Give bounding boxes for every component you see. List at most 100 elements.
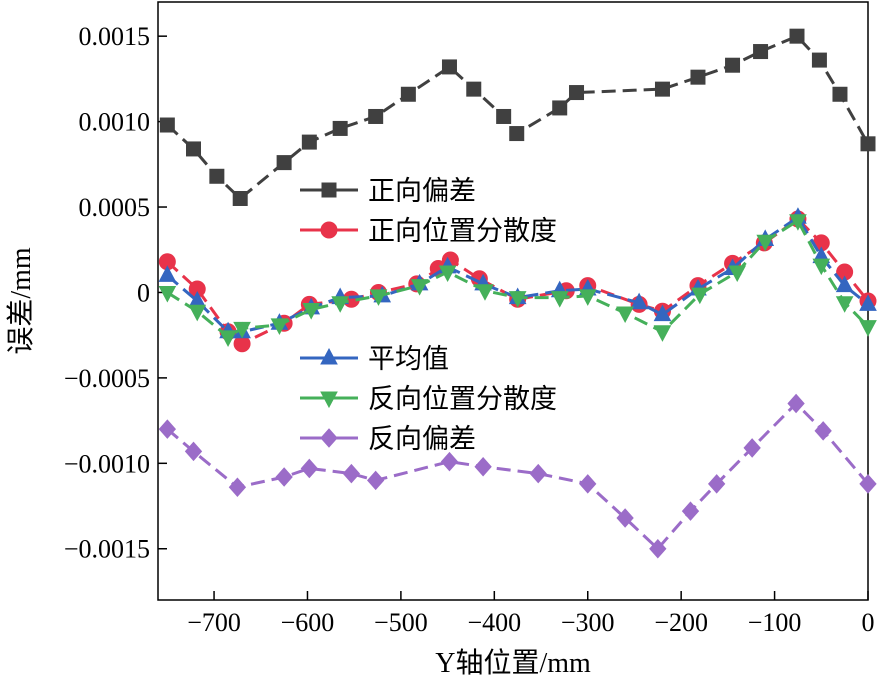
data-point — [579, 474, 597, 494]
data-point — [835, 296, 854, 313]
data-point — [400, 86, 416, 102]
data-point — [276, 155, 292, 171]
data-point — [438, 265, 457, 283]
data-point — [331, 296, 350, 313]
series-0 — [159, 28, 876, 206]
data-point — [302, 303, 321, 320]
x-tick-label: −300 — [561, 608, 615, 637]
y-tick-label: 0.0015 — [79, 22, 151, 51]
data-point — [832, 86, 848, 102]
data-point — [186, 141, 201, 157]
legend-label: 反向位置分散度 — [368, 384, 557, 415]
data-point — [707, 474, 726, 494]
series-line — [166, 215, 869, 334]
legend-label: 正向位置分散度 — [368, 216, 557, 247]
data-point — [476, 284, 494, 301]
data-point — [368, 108, 384, 124]
series-line — [166, 402, 870, 551]
data-point — [300, 458, 319, 479]
data-point — [728, 265, 747, 283]
data-point — [369, 289, 388, 306]
data-point — [756, 234, 775, 252]
series-layer — [158, 28, 877, 559]
data-point — [753, 44, 769, 60]
data-point — [725, 57, 741, 73]
series-3 — [158, 214, 877, 347]
data-point — [474, 456, 492, 477]
data-point — [681, 501, 700, 521]
data-point — [550, 291, 569, 308]
legend-marker — [320, 428, 338, 448]
data-point — [367, 470, 385, 491]
legend-item: 反向位置分散度 — [300, 384, 557, 415]
x-tick-label: −700 — [187, 608, 241, 637]
legend-item: 正向位置分散度 — [300, 216, 557, 247]
data-point — [814, 421, 832, 441]
data-point — [441, 59, 457, 75]
legend-label: 正向偏差 — [368, 176, 476, 207]
data-point — [509, 126, 525, 142]
y-tick-label: 0.0010 — [79, 108, 151, 137]
data-point — [789, 214, 807, 231]
data-point — [811, 52, 827, 68]
data-point — [496, 108, 512, 124]
data-point — [270, 318, 289, 335]
legend-marker — [320, 347, 338, 365]
data-point — [653, 325, 672, 342]
series-4 — [158, 393, 877, 559]
y-axis-title: 误差/mm — [5, 247, 37, 355]
y-tick-label: −0.0010 — [64, 449, 150, 478]
data-point — [653, 304, 672, 322]
data-point — [859, 320, 877, 337]
y-tick-label: −0.0005 — [64, 364, 150, 393]
data-point — [466, 81, 482, 97]
data-point — [654, 81, 670, 97]
y-tick-label: −0.0015 — [64, 535, 150, 564]
data-point — [228, 477, 247, 497]
x-tick-label: −400 — [467, 608, 521, 637]
legend-label: 反向偏差 — [368, 424, 476, 455]
series-line — [166, 34, 870, 200]
x-axis: −700 −600 −500 −400 −300 −200 −100 0 — [187, 591, 875, 637]
data-point — [233, 321, 251, 339]
data-point — [690, 69, 706, 85]
data-point — [342, 463, 361, 484]
data-point — [859, 294, 877, 311]
data-point — [219, 330, 237, 347]
data-point — [410, 279, 429, 296]
data-point — [232, 190, 248, 206]
legend-item: 正向偏差 — [300, 176, 476, 207]
data-point — [616, 306, 634, 324]
x-tick-label: −100 — [748, 608, 802, 637]
data-point — [209, 168, 225, 184]
x-tick-label: 0 — [862, 608, 875, 637]
data-point — [158, 419, 177, 439]
data-point — [301, 134, 317, 150]
x-tick-label: −600 — [281, 608, 335, 637]
data-point — [859, 474, 877, 494]
data-point — [812, 258, 831, 276]
data-point — [158, 265, 177, 282]
data-point — [332, 120, 348, 136]
data-point — [529, 463, 547, 484]
data-point — [691, 287, 709, 305]
legend-label: 平均值 — [368, 344, 449, 375]
legend-item: 平均值 — [300, 344, 449, 375]
data-point — [275, 467, 293, 487]
data-point — [440, 451, 459, 472]
data-point — [787, 393, 805, 414]
data-point — [860, 136, 876, 152]
data-point — [649, 538, 667, 559]
data-point — [743, 438, 761, 458]
x-tick-label: −200 — [654, 608, 708, 637]
data-point — [569, 85, 585, 101]
data-point — [508, 291, 527, 308]
legend-marker — [320, 221, 338, 239]
data-point — [835, 275, 854, 293]
data-point — [630, 292, 648, 310]
data-point — [616, 508, 634, 528]
legend-marker — [320, 391, 338, 409]
